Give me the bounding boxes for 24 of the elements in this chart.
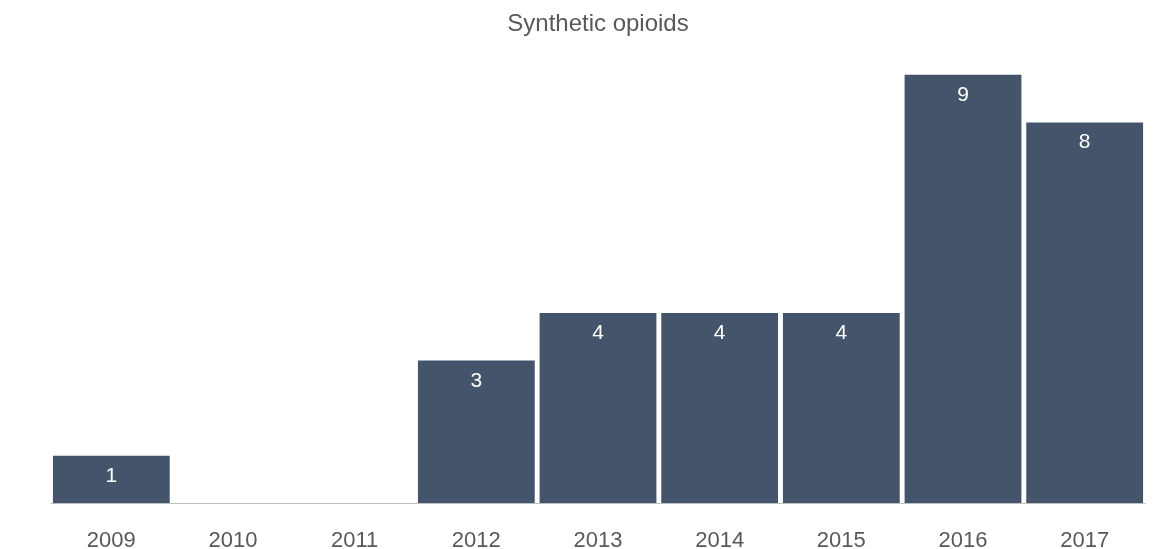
bar [52,455,170,504]
x-tick-label: 2013 [573,526,623,549]
x-tick-label: 2011 [331,526,379,549]
data-label: 9 [957,81,969,105]
x-tick-label: 2015 [816,526,866,549]
bar [782,312,900,504]
data-label: 4 [835,319,848,343]
bar [539,312,657,504]
x-tick-label: 2010 [208,526,258,549]
chart-title: Synthetic opioids [507,8,689,36]
data-label: 3 [470,367,483,391]
data-label: 4 [592,319,605,343]
bar [661,312,779,504]
bar [1026,122,1144,504]
bar [417,360,535,504]
x-tick-label: 2016 [938,526,988,549]
data-label: 8 [1078,129,1091,153]
data-label: 4 [713,319,726,343]
bar [904,74,1022,504]
data-label: 1 [105,462,118,486]
x-tick-label: 2017 [1060,526,1110,549]
x-tick-label: 2014 [695,526,745,549]
x-tick-label: 2009 [86,526,136,549]
x-tick-label: 2012 [451,526,501,549]
